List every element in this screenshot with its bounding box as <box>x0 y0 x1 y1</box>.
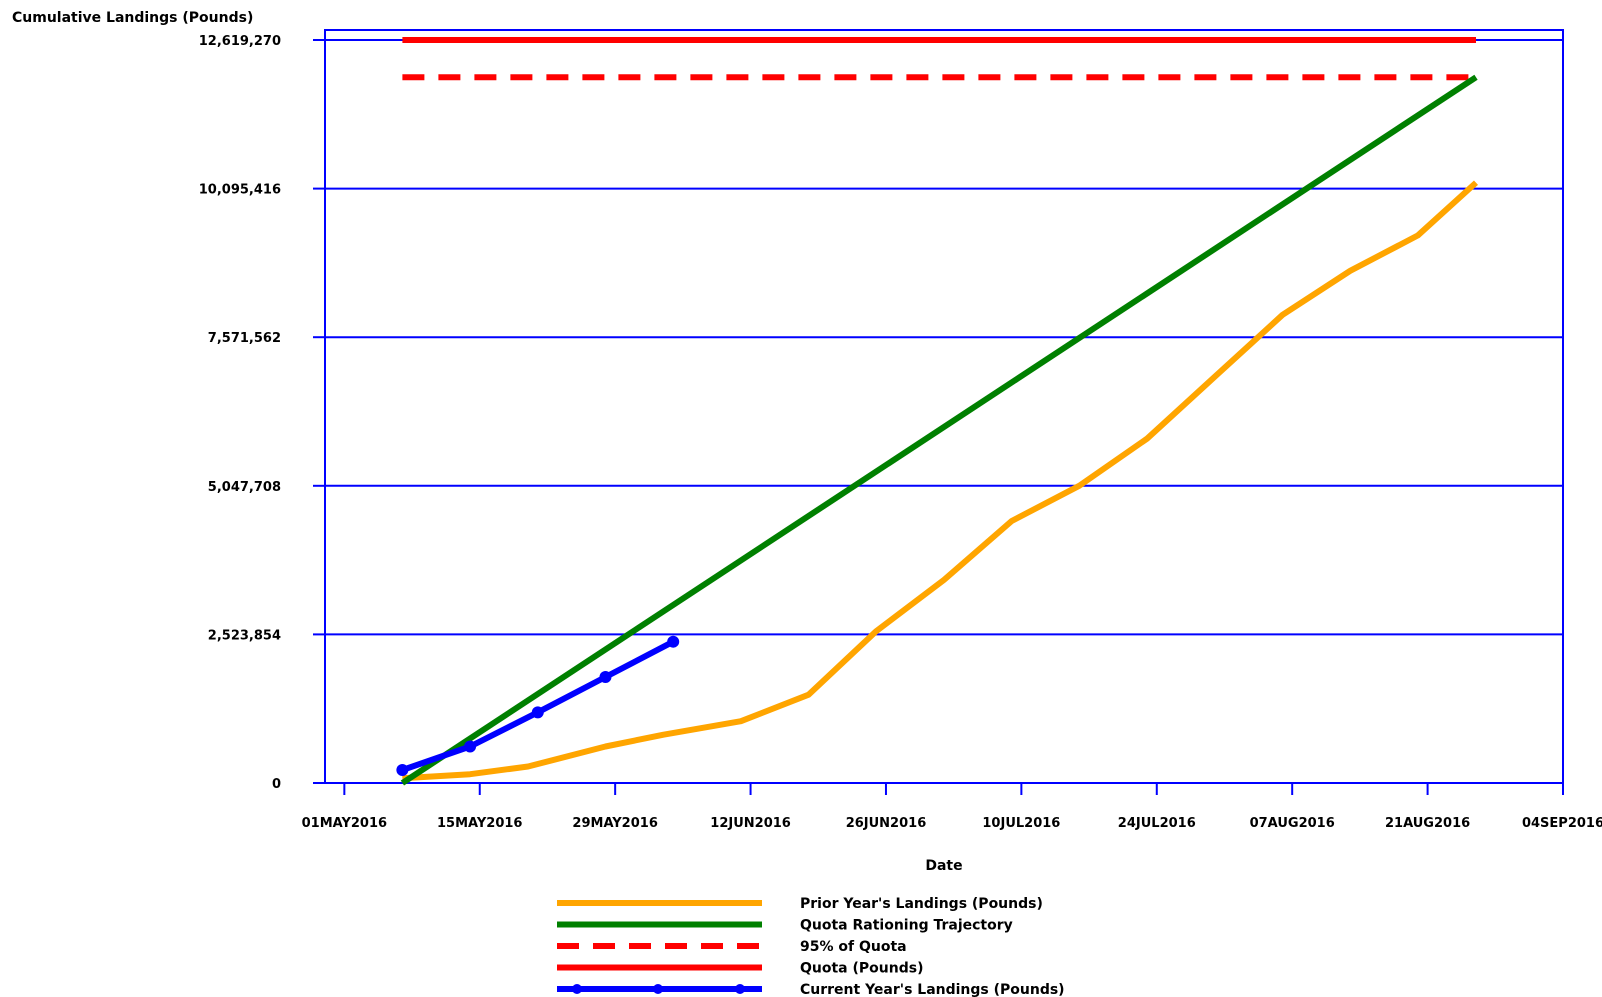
series-line-quota-rationing-trajectory <box>400 74 1478 786</box>
y-tick-label: 7,571,562 <box>208 331 281 346</box>
x-tick-label: 10JUL2016 <box>982 816 1060 831</box>
data-point <box>396 764 409 777</box>
x-tick-label: 26JUN2016 <box>846 816 927 831</box>
legend-label: Quota (Pounds) <box>800 961 923 977</box>
legend-label: Current Year's Landings (Pounds) <box>800 982 1065 997</box>
y-axis-title: Cumulative Landings (Pounds) <box>12 10 253 26</box>
x-tick-label: 12JUN2016 <box>710 816 791 831</box>
data-point <box>599 671 612 684</box>
plot-frame <box>324 29 1564 784</box>
data-point <box>464 740 477 753</box>
legend-label: Prior Year's Landings (Pounds) <box>800 896 1043 912</box>
data-point <box>667 635 680 648</box>
legend-marker <box>572 984 582 994</box>
series-layer <box>396 37 1479 786</box>
legend-label: 95% of Quota <box>800 939 907 955</box>
x-tick-label: 04SEP2016 <box>1522 816 1602 831</box>
series-line-prior-year-s-landings-pounds <box>402 180 1479 782</box>
grid-lines <box>325 39 1563 636</box>
legend: Prior Year's Landings (Pounds) Quota Rati… <box>557 896 1065 997</box>
x-tick-label: 15MAY2016 <box>437 816 522 831</box>
y-tick-label: 5,047,708 <box>208 480 281 495</box>
x-tick-label: 29MAY2016 <box>572 816 657 831</box>
data-point <box>531 706 544 719</box>
y-tick-label: 0 <box>272 777 281 792</box>
y-axis: 0 2,523,854 5,047,708 7,571,562 10,095,416 12… <box>199 34 325 792</box>
legend-marker <box>735 984 745 994</box>
x-tick-label: 07AUG2016 <box>1250 816 1335 831</box>
x-axis-title: Date <box>925 858 962 874</box>
y-tick-label: 2,523,854 <box>208 628 281 643</box>
x-tick-label: 01MAY2016 <box>302 816 387 831</box>
legend-marker <box>653 984 663 994</box>
y-tick-label: 10,095,416 <box>199 183 281 198</box>
y-tick-label: 12,619,270 <box>199 34 281 49</box>
legend-label: Quota Rationing Trajectory <box>800 918 1013 934</box>
x-axis: 01MAY2016 15MAY2016 29MAY2016 12JUN2016 26JU… <box>302 783 1602 831</box>
x-tick-label: 24JUL2016 <box>1118 816 1196 831</box>
series-line-current-year-s-landings-pounds <box>401 639 675 773</box>
x-tick-label: 21AUG2016 <box>1385 816 1470 831</box>
